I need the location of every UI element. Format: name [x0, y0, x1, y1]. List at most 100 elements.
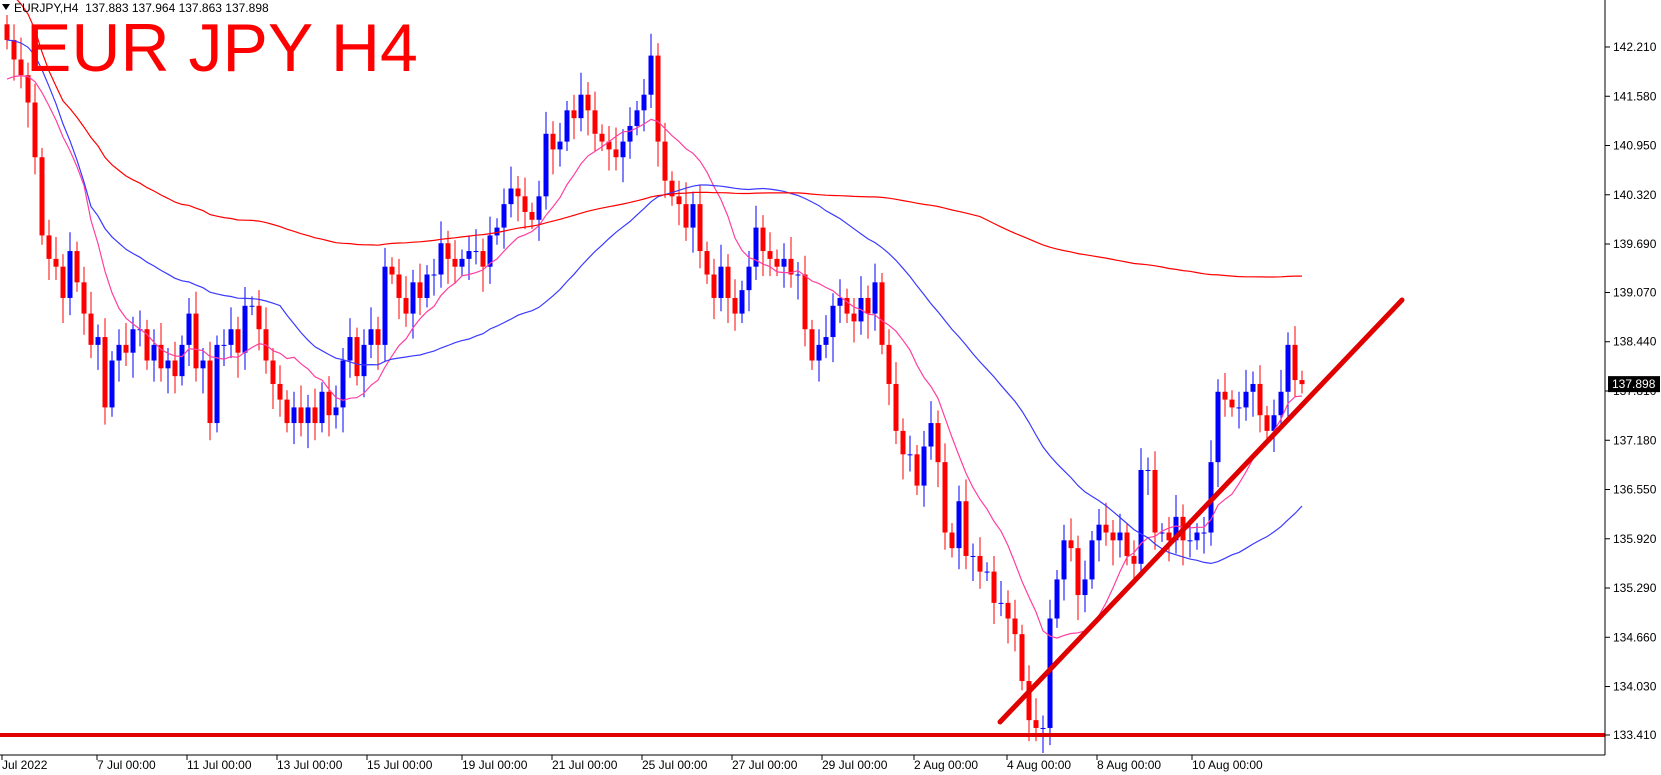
bear-candle: [726, 267, 731, 298]
y-tick-label: 142.210: [1613, 40, 1657, 54]
bear-candle: [404, 298, 409, 314]
bear-candle: [705, 251, 710, 274]
x-tick-label: 25 Jul 00:00: [642, 758, 708, 772]
bull-candle: [1118, 533, 1123, 541]
bear-candle: [1013, 619, 1018, 635]
x-tick-label: 11 Jul 00:00: [187, 758, 252, 772]
bear-candle: [852, 314, 857, 322]
bear-candle: [1230, 400, 1235, 408]
bear-candle: [481, 251, 486, 267]
bear-candle: [684, 204, 689, 227]
bear-candle: [1104, 525, 1109, 533]
bull-candle: [782, 259, 787, 267]
bear-candle: [1300, 380, 1305, 384]
bear-candle: [103, 337, 108, 407]
bull-candle: [460, 259, 465, 267]
bull-candle: [187, 314, 192, 345]
x-tick-label: 7 Jul 00:00: [97, 758, 156, 772]
bear-candle: [1132, 556, 1137, 564]
bear-candle: [82, 282, 87, 313]
bull-candle: [1216, 392, 1221, 462]
bear-candle: [194, 314, 199, 369]
bull-candle: [985, 572, 990, 573]
bull-candle: [1195, 533, 1200, 541]
bull-candle: [817, 345, 822, 361]
bull-candle: [166, 361, 171, 369]
bull-candle: [509, 189, 514, 205]
bear-candle: [1020, 634, 1025, 681]
y-tick-label: 134.660: [1613, 630, 1657, 644]
y-tick-label: 139.070: [1613, 285, 1657, 299]
bull-candle: [908, 454, 913, 455]
bear-candle: [453, 259, 458, 267]
bear-candle: [712, 275, 717, 298]
bear-candle: [1125, 533, 1130, 556]
bull-candle: [1237, 407, 1242, 408]
bear-candle: [915, 454, 920, 485]
bear-candle: [285, 400, 290, 423]
bear-candle: [964, 501, 969, 556]
bear-candle: [327, 392, 332, 415]
bear-candle: [943, 462, 948, 532]
bull-candle: [467, 251, 472, 259]
bear-candle: [810, 329, 815, 360]
bull-candle: [1097, 525, 1102, 541]
bear-candle: [355, 337, 360, 376]
bull-candle: [243, 306, 248, 353]
y-tick-label: 139.690: [1613, 237, 1657, 251]
bear-candle: [768, 251, 773, 259]
bull-candle: [1146, 470, 1151, 471]
current-price-badge: 137.898: [1608, 376, 1660, 392]
bull-candle: [131, 329, 136, 352]
bull-candle: [334, 407, 339, 415]
bull-candle: [320, 392, 325, 423]
bear-candle: [271, 361, 276, 384]
bear-candle: [1006, 603, 1011, 619]
bear-candle: [894, 384, 899, 431]
bear-candle: [586, 95, 591, 111]
bull-candle: [796, 275, 801, 276]
x-tick-label: 21 Jul 00:00: [552, 758, 618, 772]
x-tick-label: 10 Aug 00:00: [1192, 758, 1263, 772]
bull-candle: [628, 126, 633, 142]
bear-candle: [376, 329, 381, 345]
bear-candle: [530, 212, 535, 220]
current-price-label: 137.898: [1612, 377, 1656, 391]
y-tick-label: 140.320: [1613, 188, 1657, 202]
y-tick-label: 138.440: [1613, 335, 1657, 349]
bull-candle: [922, 447, 927, 486]
y-tick-label: 135.920: [1613, 532, 1657, 546]
bear-candle: [901, 431, 906, 454]
bear-candle: [1223, 392, 1228, 400]
bull-candle: [642, 95, 647, 111]
bull-candle: [369, 329, 374, 345]
bull-candle: [383, 267, 388, 345]
bear-candle: [516, 189, 521, 197]
bear-candle: [47, 235, 52, 258]
bear-candle: [866, 298, 871, 314]
bull-candle: [1090, 540, 1095, 579]
bear-candle: [761, 228, 766, 251]
dropdown-triangle-icon[interactable]: [2, 4, 10, 10]
bear-candle: [572, 110, 577, 118]
bull-candle: [362, 345, 367, 376]
x-tick-label: 13 Jul 00:00: [277, 758, 343, 772]
bear-candle: [698, 204, 703, 251]
bear-candle: [1069, 540, 1074, 548]
bear-candle: [887, 345, 892, 384]
bear-candle: [880, 282, 885, 345]
bull-candle: [537, 196, 542, 219]
bull-candle: [68, 251, 73, 298]
bull-candle: [999, 603, 1004, 604]
bull-candle: [1062, 540, 1067, 579]
bull-candle: [649, 56, 654, 95]
bull-candle: [1286, 345, 1291, 392]
bear-candle: [397, 275, 402, 298]
x-tick-label: 2 Aug 00:00: [914, 758, 978, 772]
bull-candle: [621, 142, 626, 158]
bull-candle: [495, 228, 500, 236]
x-tick-label: 8 Aug 00:00: [1097, 758, 1161, 772]
bear-candle: [208, 361, 213, 424]
bull-candle: [502, 204, 507, 227]
